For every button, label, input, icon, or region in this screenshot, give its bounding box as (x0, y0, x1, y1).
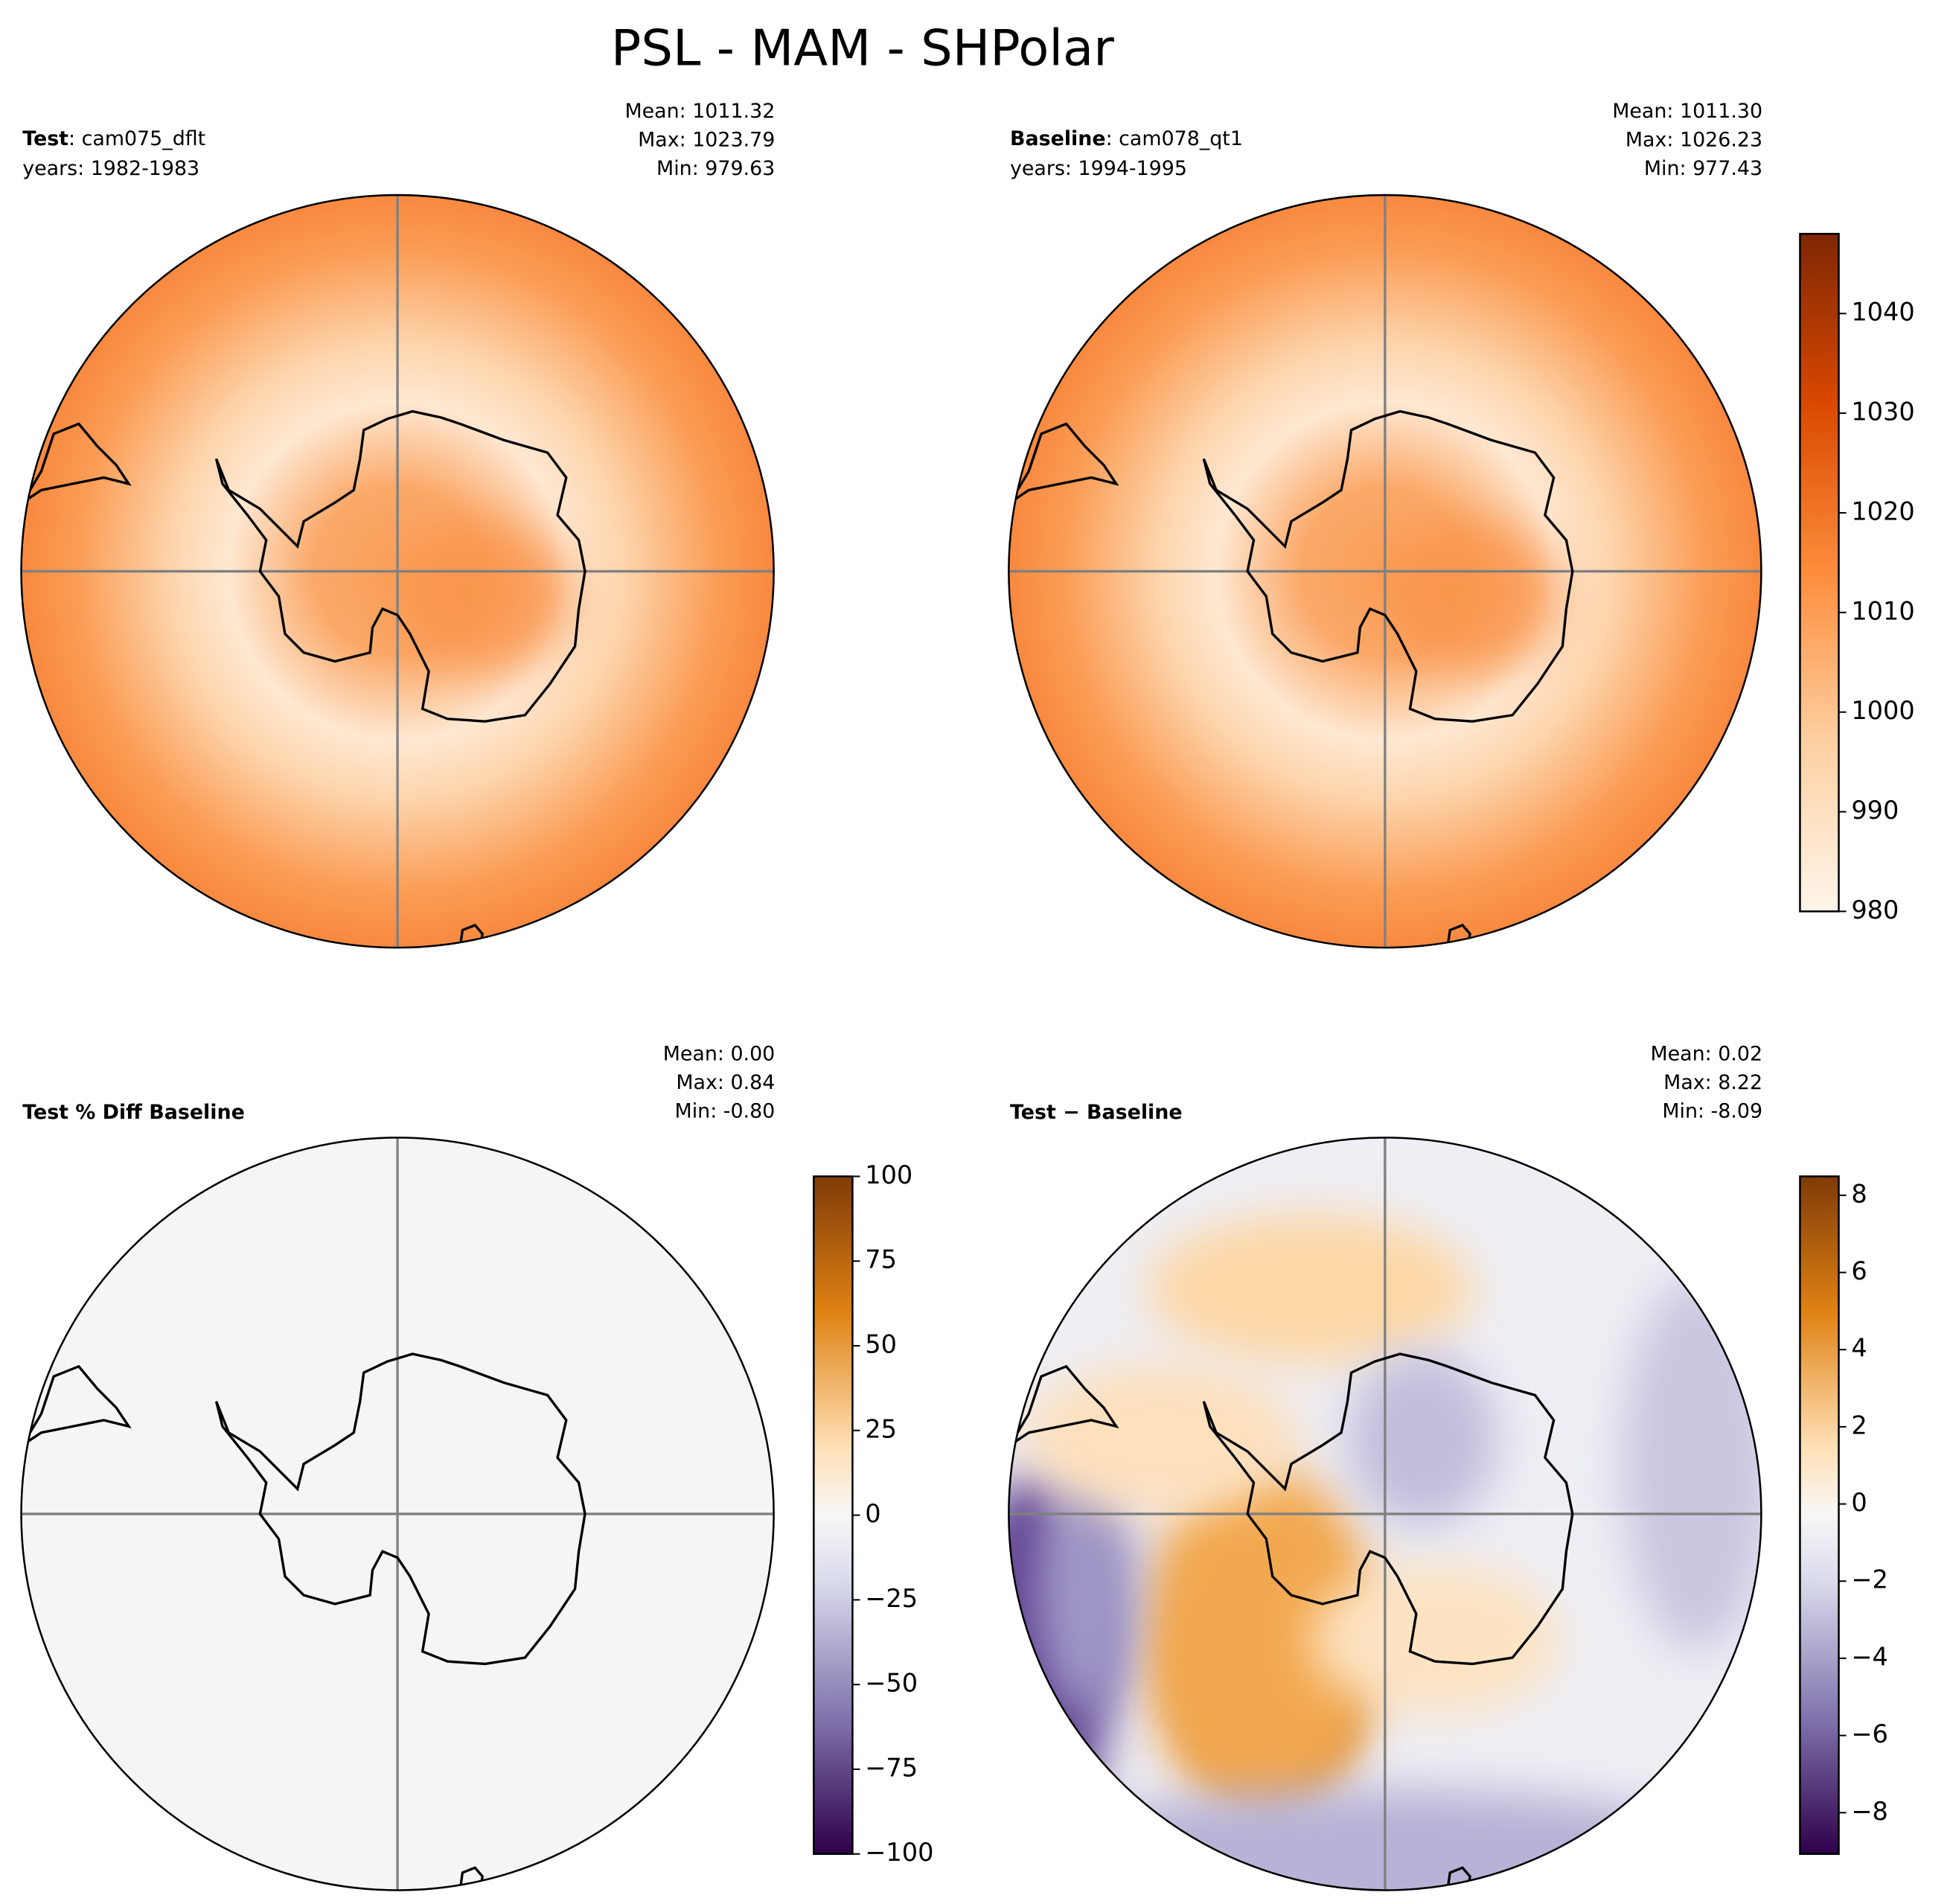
colorbar (1799, 1175, 1840, 1856)
field-blob (1022, 1364, 1298, 1514)
coastline (21, 1364, 132, 1446)
colorbar-tick-label: 1010 (1851, 596, 1914, 625)
panel-stat: Mean: 1011.30 (1612, 100, 1762, 123)
colorbar (1799, 232, 1840, 913)
panel-stat: Max: 1023.79 (638, 129, 775, 152)
colorbar-tick-label: 4 (1851, 1334, 1867, 1363)
map-boundary (20, 1137, 775, 1891)
map-field (1008, 195, 1762, 948)
coastline (214, 409, 586, 723)
colorbar-tick-label: 1020 (1851, 496, 1914, 525)
colorbar-tick-label: 25 (865, 1414, 897, 1443)
panel-stat: Max: 1026.23 (1625, 129, 1762, 152)
panel-stat: Min: -8.09 (1662, 1100, 1762, 1123)
panel-stat: Mean: 0.02 (1650, 1042, 1762, 1065)
coastline (1008, 422, 1119, 504)
panel-stat: Mean: 0.00 (663, 1042, 776, 1065)
panel-stat: Min: -0.80 (675, 1100, 776, 1123)
colorbar-tick-label: 6 (1851, 1256, 1867, 1285)
panel-years: years: 1994-1995 (1010, 157, 1187, 180)
colorbar (813, 1175, 854, 1856)
map-field (21, 195, 774, 948)
panel-label: Baseline: cam078_qt1 (1010, 127, 1243, 150)
colorbar-tick-label: −6 (1851, 1719, 1888, 1748)
colorbar-tick-label: −4 (1851, 1642, 1888, 1671)
panel-case-name: : cam075_dflt (68, 127, 205, 150)
panel-case-name: : cam078_qt1 (1106, 127, 1243, 150)
coastline (1008, 1364, 1119, 1446)
field-blob (1035, 1463, 1135, 1714)
panel-stat: Max: 0.84 (676, 1071, 775, 1094)
colorbar-tick-label: 8 (1851, 1179, 1867, 1208)
colorbar-tick-label: 100 (865, 1160, 912, 1189)
panel-stat: Min: 979.63 (656, 157, 775, 180)
map-panel: Test − Baseline Mean: 0.02 Max: 8.22 Min: -… (1008, 1042, 1888, 1891)
colorbar-tick-label: 75 (865, 1245, 897, 1274)
field-blob (1622, 1276, 1762, 1652)
colorbar-tick-label: −25 (865, 1584, 918, 1613)
map-boundary (1008, 194, 1762, 949)
field-blob (397, 521, 573, 671)
colorbar-tick-label: 0 (1851, 1488, 1867, 1517)
colorbar-tick-label: −100 (865, 1838, 933, 1867)
colorbar-tick-label: 0 (865, 1499, 880, 1528)
coastline (1202, 409, 1574, 723)
map-panel: Test % Diff Baseline Mean: 0.00 Max: 0.84 M… (20, 1042, 933, 1891)
panel-label-bold: Test − Baseline (1010, 1101, 1183, 1124)
panel-label: Test % Diff Baseline (22, 1101, 245, 1124)
colorbar-tick-label: 990 (1851, 796, 1899, 825)
colorbar-tick-label: −50 (865, 1669, 918, 1698)
panel-label-bold: Test (22, 127, 68, 150)
map-boundary (20, 194, 775, 949)
panel-stat: Max: 8.22 (1663, 1071, 1762, 1094)
panel-label: Test: cam075_dflt (22, 127, 205, 150)
colorbar-tick-label: 1030 (1851, 397, 1914, 427)
coastline (1202, 1352, 1574, 1666)
map-field (1008, 1137, 1762, 1891)
panel-years: years: 1982-1983 (22, 157, 199, 180)
colorbar-tick-label: −8 (1851, 1797, 1888, 1826)
map-field (21, 1137, 774, 1891)
field-blob (1384, 521, 1560, 671)
colorbar-tick-label: 1040 (1851, 298, 1914, 327)
panel-label: Test − Baseline (1010, 1101, 1183, 1124)
field-blob (1141, 1463, 1379, 1815)
coastline (21, 422, 132, 504)
colorbar-tick-label: 1000 (1851, 696, 1914, 725)
map-panel: Baseline: cam078_qt1 years: 1994-1995 Mean… (1008, 100, 1915, 949)
colorbar-tick-label: 50 (865, 1330, 897, 1359)
colorbar-tick-label: −2 (1851, 1565, 1888, 1594)
field-blob (1310, 1564, 1560, 1714)
panel-stat: Mean: 1011.32 (624, 100, 775, 123)
panel-stat: Min: 977.43 (1644, 157, 1762, 180)
colorbar-tick-label: 2 (1851, 1411, 1867, 1440)
field-blob (1147, 1213, 1473, 1364)
figure-title: PSL - MAM - SHPolar (611, 19, 1114, 77)
map-panel: Test: cam075_dflt years: 1982-1983 Mean: 1… (20, 100, 775, 949)
colorbar-tick-label: −75 (865, 1753, 918, 1782)
colorbar-tick-label: 980 (1851, 895, 1899, 924)
map-boundary (1008, 1137, 1762, 1891)
coastline (214, 1352, 586, 1666)
panel-label-bold: Baseline (1010, 127, 1106, 150)
panel-label-bold: Test % Diff Baseline (22, 1101, 245, 1124)
